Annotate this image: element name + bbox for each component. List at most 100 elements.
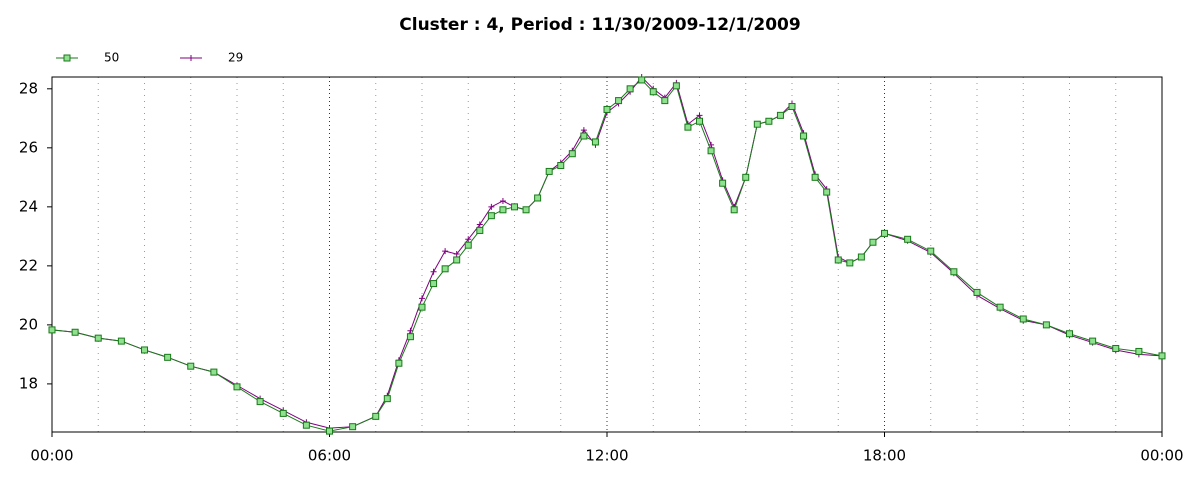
point <box>672 82 680 90</box>
point <box>615 97 623 105</box>
point <box>545 167 553 175</box>
point <box>973 288 981 296</box>
y-tick-label: 22 <box>19 256 38 274</box>
point <box>626 85 634 93</box>
point <box>1112 344 1120 352</box>
legend-marker <box>63 54 71 62</box>
point <box>187 362 195 370</box>
point <box>904 235 912 243</box>
y-tick-label: 28 <box>19 79 38 97</box>
series-line <box>51 79 1163 432</box>
point <box>487 212 495 220</box>
point <box>499 197 506 204</box>
point <box>442 248 449 255</box>
point <box>302 421 310 429</box>
point <box>465 236 472 243</box>
point <box>881 229 888 237</box>
series <box>48 76 1166 435</box>
x-tick-label: 06:00 <box>308 447 351 465</box>
point <box>661 97 669 105</box>
point <box>591 138 599 146</box>
point <box>117 337 125 345</box>
point <box>753 120 761 128</box>
point <box>418 303 426 311</box>
point <box>349 423 357 431</box>
point <box>453 251 460 258</box>
point <box>406 333 414 341</box>
legend-label: 29 <box>228 51 243 65</box>
point <box>568 150 576 158</box>
point <box>48 326 56 334</box>
point <box>488 203 495 210</box>
y-tick-label: 24 <box>19 197 38 215</box>
point <box>453 256 461 264</box>
point <box>1042 321 1050 329</box>
point <box>522 206 530 214</box>
plot-frame <box>51 76 1163 433</box>
point <box>476 226 484 234</box>
point <box>869 238 877 246</box>
point <box>580 132 588 140</box>
point <box>499 206 507 214</box>
point <box>210 368 218 376</box>
point <box>857 253 865 261</box>
point <box>383 395 391 403</box>
point <box>279 409 287 417</box>
x-tick-label: 18:00 <box>863 447 906 465</box>
point <box>141 346 148 354</box>
point <box>233 383 241 391</box>
point <box>94 334 102 342</box>
point <box>684 123 692 131</box>
point <box>580 127 587 134</box>
point <box>1158 352 1166 360</box>
point <box>927 247 935 255</box>
y-tick-label: 18 <box>19 374 38 392</box>
point <box>719 179 727 187</box>
point <box>372 412 380 420</box>
y-tick-label: 20 <box>19 315 38 333</box>
point <box>534 194 542 202</box>
point <box>846 259 854 267</box>
point <box>511 203 518 211</box>
point <box>730 206 738 214</box>
legend-label: 50 <box>104 51 119 65</box>
point <box>71 328 79 336</box>
x-tick-label: 12:00 <box>585 447 628 465</box>
point <box>649 88 657 96</box>
point <box>326 427 333 435</box>
point <box>164 353 172 361</box>
point <box>742 173 750 181</box>
point <box>430 280 438 288</box>
point <box>950 268 958 276</box>
point <box>464 241 472 249</box>
point <box>1089 337 1097 345</box>
point <box>696 112 703 119</box>
point <box>996 303 1004 311</box>
point <box>557 162 565 170</box>
point <box>1066 330 1073 338</box>
point <box>441 265 449 273</box>
point <box>430 268 437 275</box>
point <box>776 111 784 119</box>
y-tick-label: 26 <box>19 138 38 156</box>
point <box>788 103 796 111</box>
point <box>1135 347 1143 355</box>
point <box>603 105 611 113</box>
point <box>834 256 842 264</box>
point <box>256 398 264 406</box>
legend-marker <box>188 55 194 61</box>
point <box>419 295 425 302</box>
point <box>823 188 831 196</box>
point <box>476 221 483 228</box>
chart-title: Cluster : 4, Period : 11/30/2009-12/1/20… <box>399 15 800 35</box>
x-tick-label: 00:00 <box>30 447 73 465</box>
point <box>696 117 703 125</box>
point <box>811 173 819 181</box>
point <box>765 117 773 125</box>
point <box>638 76 646 84</box>
x-tick-label: 00:00 <box>1140 447 1183 465</box>
point <box>1019 315 1027 323</box>
point <box>395 359 403 367</box>
point <box>707 147 715 155</box>
